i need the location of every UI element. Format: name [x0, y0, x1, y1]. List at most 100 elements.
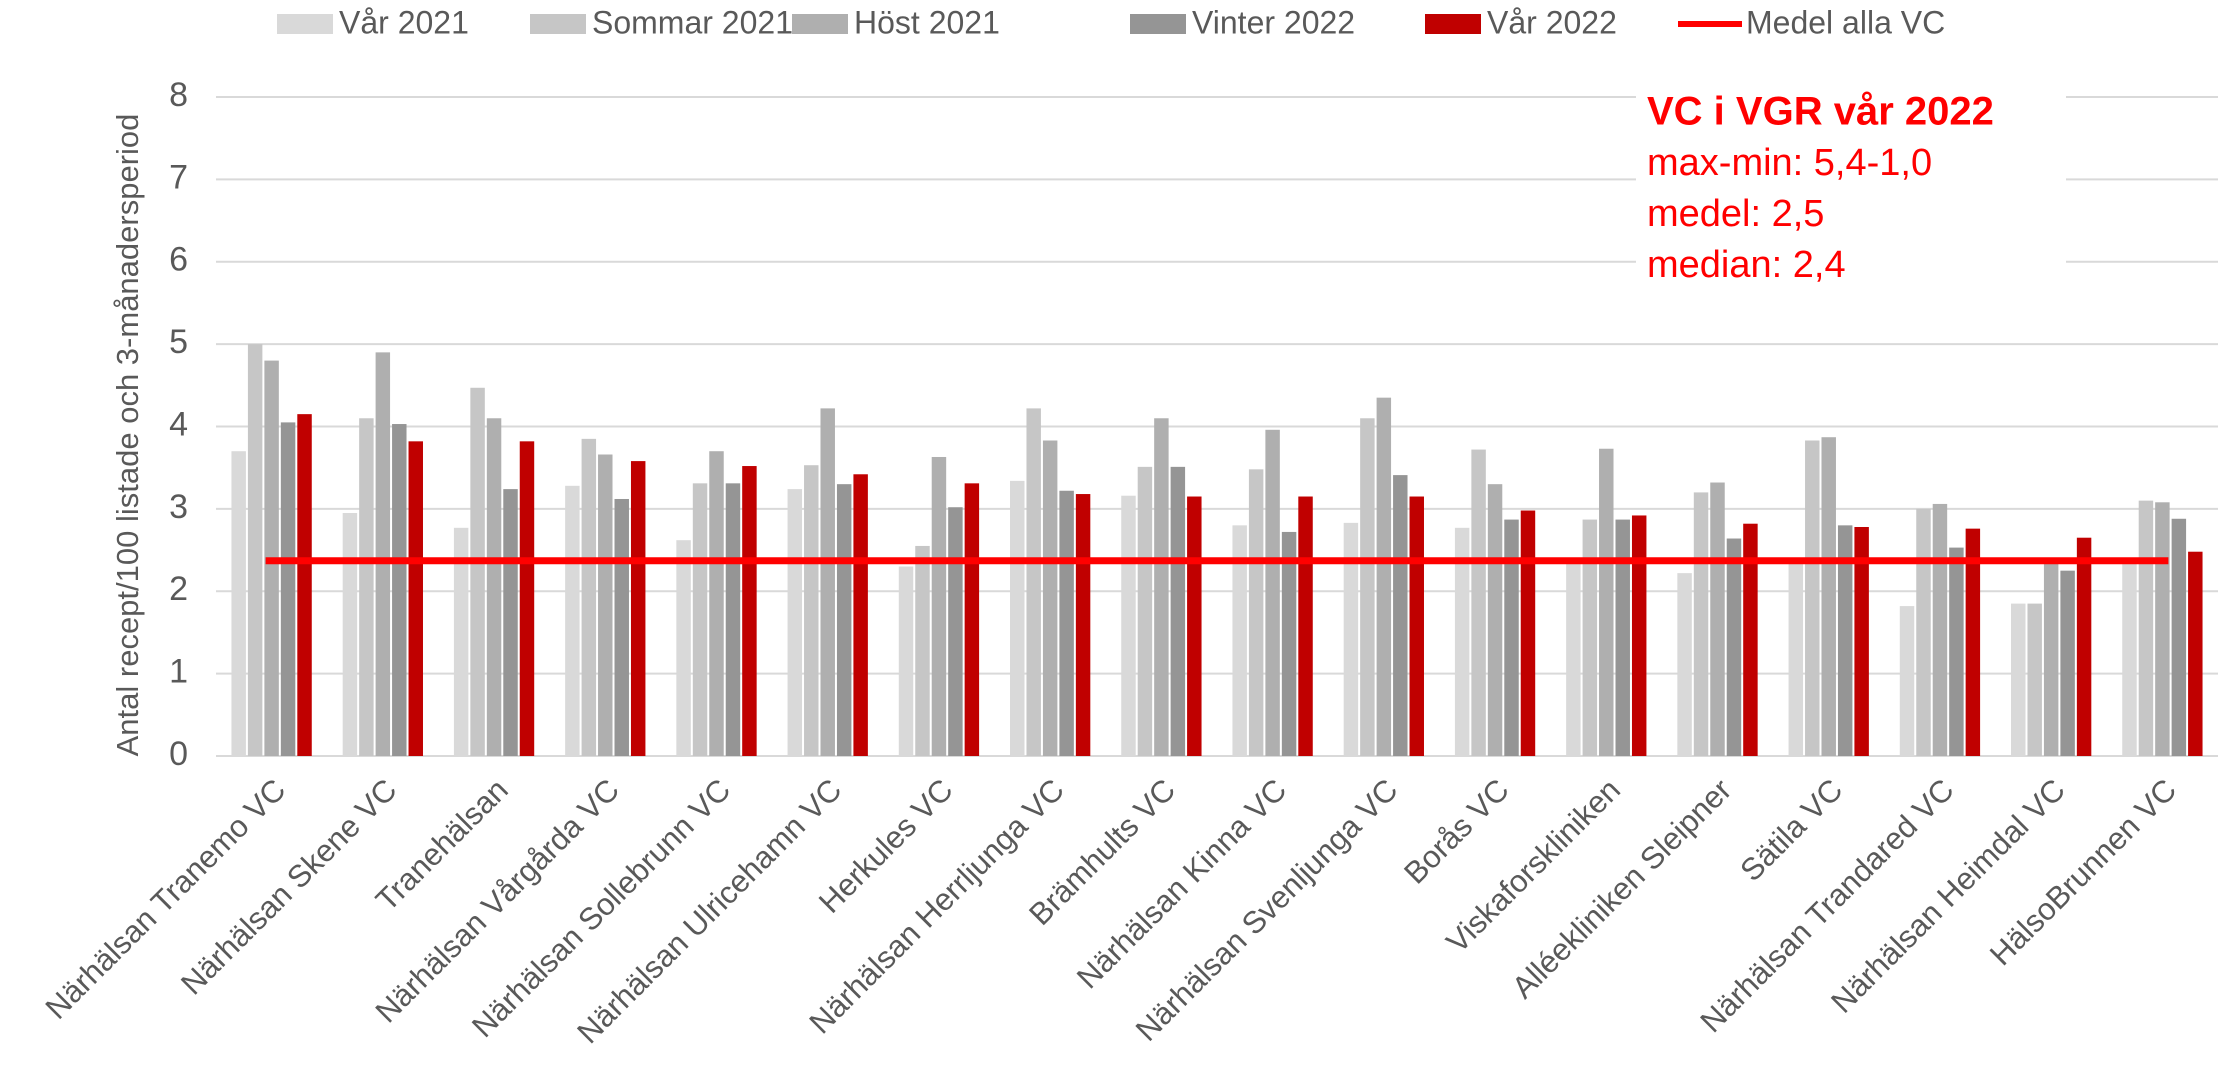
bar: [836, 484, 852, 756]
y-tick-label: 7: [169, 158, 188, 196]
legend-label: Vår 2022: [1487, 4, 1617, 40]
bar: [2122, 562, 2137, 756]
legend-label: Vinter 2022: [1192, 4, 1355, 40]
y-tick-label: 3: [169, 488, 188, 526]
bar: [1265, 429, 1280, 756]
bar: [2027, 603, 2042, 756]
bar: [375, 352, 391, 756]
bar: [297, 414, 312, 756]
bar: [1409, 496, 1424, 756]
bar: [1949, 547, 1964, 756]
bar: [1137, 466, 1153, 756]
x-tick-label: Sätila VC: [1733, 772, 1849, 888]
y-tick-label: 5: [169, 323, 188, 361]
bar: [931, 456, 947, 756]
bar: [581, 438, 597, 756]
bar: [709, 451, 724, 756]
bar: [453, 527, 469, 756]
legend-swatch: [792, 14, 848, 34]
bar: [1248, 469, 1264, 756]
bar: [964, 483, 980, 756]
bar: [1615, 519, 1630, 756]
bar: [820, 408, 835, 756]
legend-label: Vår 2021: [339, 4, 469, 40]
bar: [1059, 490, 1074, 756]
bar: [1566, 562, 1581, 756]
y-tick-label: 1: [169, 653, 188, 691]
bar: [1298, 496, 1313, 756]
bar: [630, 461, 646, 756]
y-tick-label: 2: [169, 570, 188, 608]
bar: [787, 489, 803, 756]
annotation-box: [1636, 88, 2066, 288]
legend-label: Höst 2021: [854, 4, 1000, 40]
bar: [2011, 603, 2026, 756]
bar: [1520, 510, 1536, 756]
bar: [470, 387, 485, 756]
y-tick-label: 8: [169, 76, 188, 114]
bar: [1743, 523, 1758, 756]
bar: [247, 344, 263, 756]
bar: [742, 466, 757, 756]
legend-swatch: [1130, 14, 1186, 34]
bar: [1343, 522, 1359, 756]
bar: [1170, 466, 1186, 756]
bar: [1454, 527, 1470, 756]
legend-swatch: [277, 14, 333, 34]
annotation-line: median: 2,4: [1647, 244, 1846, 286]
bar: [1504, 519, 1519, 756]
y-tick-label: 6: [169, 241, 188, 279]
bar: [1121, 495, 1136, 756]
bar: [692, 483, 708, 756]
bar: [1393, 475, 1408, 756]
bar: [2043, 562, 2059, 756]
x-tick-label: Närhälsan Kinna VC: [1070, 772, 1293, 995]
bar: [1154, 418, 1169, 756]
y-axis-title: Antal recept/100 listade och 3-månadersp…: [110, 114, 145, 757]
bar: [1788, 562, 1804, 756]
bar: [1677, 573, 1692, 756]
annotation-line: max-min: 5,4-1,0: [1647, 142, 1932, 184]
x-tick-label: HälsoBrunnen VC: [1983, 772, 2183, 972]
bar: [1075, 494, 1091, 756]
bar: [1360, 418, 1375, 756]
bar: [342, 512, 358, 756]
bar: [1631, 515, 1647, 756]
bar: [359, 418, 374, 756]
bar: [1710, 482, 1725, 756]
bar: [565, 485, 580, 756]
bar: [1837, 525, 1853, 756]
bar: [1010, 480, 1025, 756]
legend-label: Sommar 2021: [592, 4, 793, 40]
y-tick-label: 4: [169, 405, 188, 443]
bar: [598, 454, 613, 756]
bar: [408, 441, 423, 756]
bar: [486, 418, 502, 756]
bar: [503, 489, 518, 756]
bar: [1932, 503, 1948, 756]
bar: [725, 483, 741, 756]
bar: [2138, 500, 2154, 756]
bar: [1965, 528, 1981, 756]
legend-label: Medel alla VC: [1746, 4, 1945, 40]
x-tick-label: Närhälsan Skene VC: [174, 772, 403, 1001]
bar: [2060, 570, 2075, 756]
bar: [1471, 449, 1486, 756]
bar: [1376, 397, 1392, 756]
legend-swatch: [1425, 14, 1481, 34]
y-tick-label: 0: [169, 735, 188, 773]
bar: [915, 545, 930, 756]
bar: [853, 474, 868, 756]
bar: [1487, 484, 1503, 756]
bar: [1726, 538, 1742, 756]
bar: [280, 422, 296, 756]
bar: [1599, 448, 1614, 756]
bar: [898, 566, 914, 756]
annotation-title: VC i VGR vår 2022: [1647, 90, 1994, 134]
bar: [1899, 606, 1915, 756]
bar: [1693, 492, 1709, 756]
bar: [1854, 526, 1869, 756]
bar: [804, 465, 819, 756]
bar: [1916, 508, 1931, 756]
